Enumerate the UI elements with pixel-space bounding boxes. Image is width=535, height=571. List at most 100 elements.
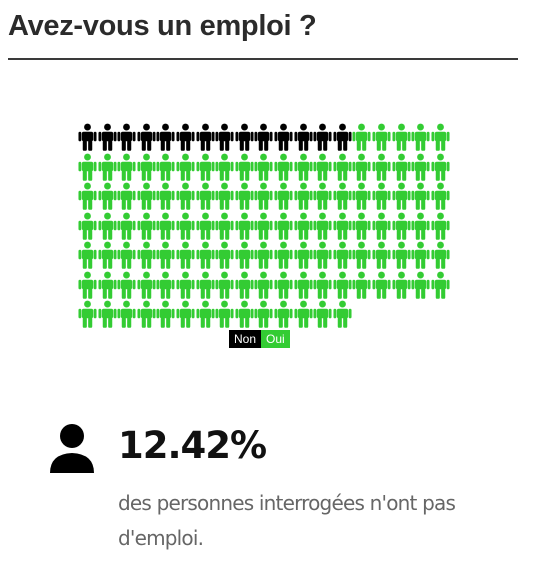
pictogram-person-oui [352,182,371,210]
pictogram-person-oui [137,182,156,210]
pictogram-person-oui [313,241,332,269]
pictogram-person-oui [196,153,215,181]
pictogram-person-oui [117,271,136,299]
pictogram-person-oui [98,300,117,328]
pictogram-person-oui [196,271,215,299]
pictogram-person-oui [431,241,450,269]
pictogram-person-oui [392,153,411,181]
pictogram-person-oui [78,271,97,299]
pictogram-person-oui [274,212,293,240]
pictogram-person-oui [372,153,391,181]
pictogram-person-oui [392,182,411,210]
pictogram-person-oui [392,271,411,299]
pictogram-person-oui [411,241,430,269]
pictogram-person-oui [78,182,97,210]
pictogram-person-oui [176,271,195,299]
pictogram-person-oui [372,123,391,151]
pictogram-person-oui [137,241,156,269]
pictogram-person-oui [392,241,411,269]
pictogram-person-non [215,123,234,151]
pictogram-person-oui [235,241,254,269]
pictogram-person-oui [411,153,430,181]
pictogram-person-oui [117,153,136,181]
pictogram-person-oui [137,271,156,299]
pictogram-person-oui [196,300,215,328]
pictogram-person-oui [176,182,195,210]
pictogram-person-oui [137,212,156,240]
pictogram-person-oui [274,182,293,210]
pictogram-person-oui [98,212,117,240]
pictogram-person-oui [352,123,371,151]
pictogram-person-oui [156,300,175,328]
pictogram-person-oui [254,241,273,269]
pictogram-person-non [78,123,97,151]
pictogram-person-oui [254,212,273,240]
pictogram-person-oui [156,271,175,299]
legend-item-oui: Oui [261,330,290,348]
pictogram-person-oui [333,153,352,181]
pictogram-person-oui [117,212,136,240]
pictogram-person-oui [411,182,430,210]
pictogram-person-non [313,123,332,151]
pictogram-person-oui [235,271,254,299]
pictogram-person-oui [117,300,136,328]
pictogram-person-oui [215,153,234,181]
pictogram-person-oui [156,182,175,210]
pictogram-person-oui [352,241,371,269]
pictogram-person-oui [156,153,175,181]
pictogram-person-oui [196,241,215,269]
pictogram-person-oui [411,123,430,151]
pictogram-person-oui [431,123,450,151]
pictogram-person-oui [176,241,195,269]
pictogram-person-oui [215,212,234,240]
pictogram-person-oui [333,300,352,328]
pictogram-person-oui [215,182,234,210]
pictogram-person-non [254,123,273,151]
pictogram-person-oui [274,241,293,269]
pictogram-person-oui [215,300,234,328]
pictogram-person-non [294,123,313,151]
pictogram-person-oui [98,271,117,299]
pictogram-person-oui [235,300,254,328]
pictogram-person-oui [294,271,313,299]
pictogram-person-oui [176,153,195,181]
pictogram-person-oui [294,241,313,269]
pictogram-person-oui [274,300,293,328]
pictogram-person-oui [176,300,195,328]
pictogram-person-oui [313,300,332,328]
pictogram-person-oui [117,182,136,210]
pictogram-person-oui [431,271,450,299]
pictogram-person-oui [431,182,450,210]
chart-legend: Non Oui [229,330,290,348]
pictogram-person-oui [176,212,195,240]
pictogram-person-oui [333,212,352,240]
pictogram-person-oui [352,271,371,299]
pictogram-person-oui [294,212,313,240]
pictogram-person-oui [352,212,371,240]
pictogram-person-oui [215,241,234,269]
pictogram-person-oui [294,153,313,181]
pictogram-person-non [98,123,117,151]
pictogram-person-oui [254,300,273,328]
pictogram-person-oui [313,182,332,210]
pictogram-person-oui [78,153,97,181]
pictogram-person-oui [235,212,254,240]
pictogram-person-oui [137,153,156,181]
pictogram-person-oui [333,241,352,269]
pictogram-person-oui [274,271,293,299]
pictogram-person-oui [411,212,430,240]
pictogram-person-oui [392,212,411,240]
stat-description: des personnes interrogées n'ont pas d'em… [118,491,456,550]
pictogram-person-oui [137,300,156,328]
page-title: Avez-vous un emploi ? [8,10,317,42]
pictogram-person-oui [333,182,352,210]
pictogram-person-oui [411,271,430,299]
pictogram-person-non [196,123,215,151]
pictogram-person-non [117,123,136,151]
pictogram-person-oui [98,182,117,210]
pictogram-person-non [176,123,195,151]
pictogram-person-oui [431,153,450,181]
pictogram-person-oui [117,241,136,269]
pictogram-person-oui [313,271,332,299]
pictogram-person-oui [372,212,391,240]
